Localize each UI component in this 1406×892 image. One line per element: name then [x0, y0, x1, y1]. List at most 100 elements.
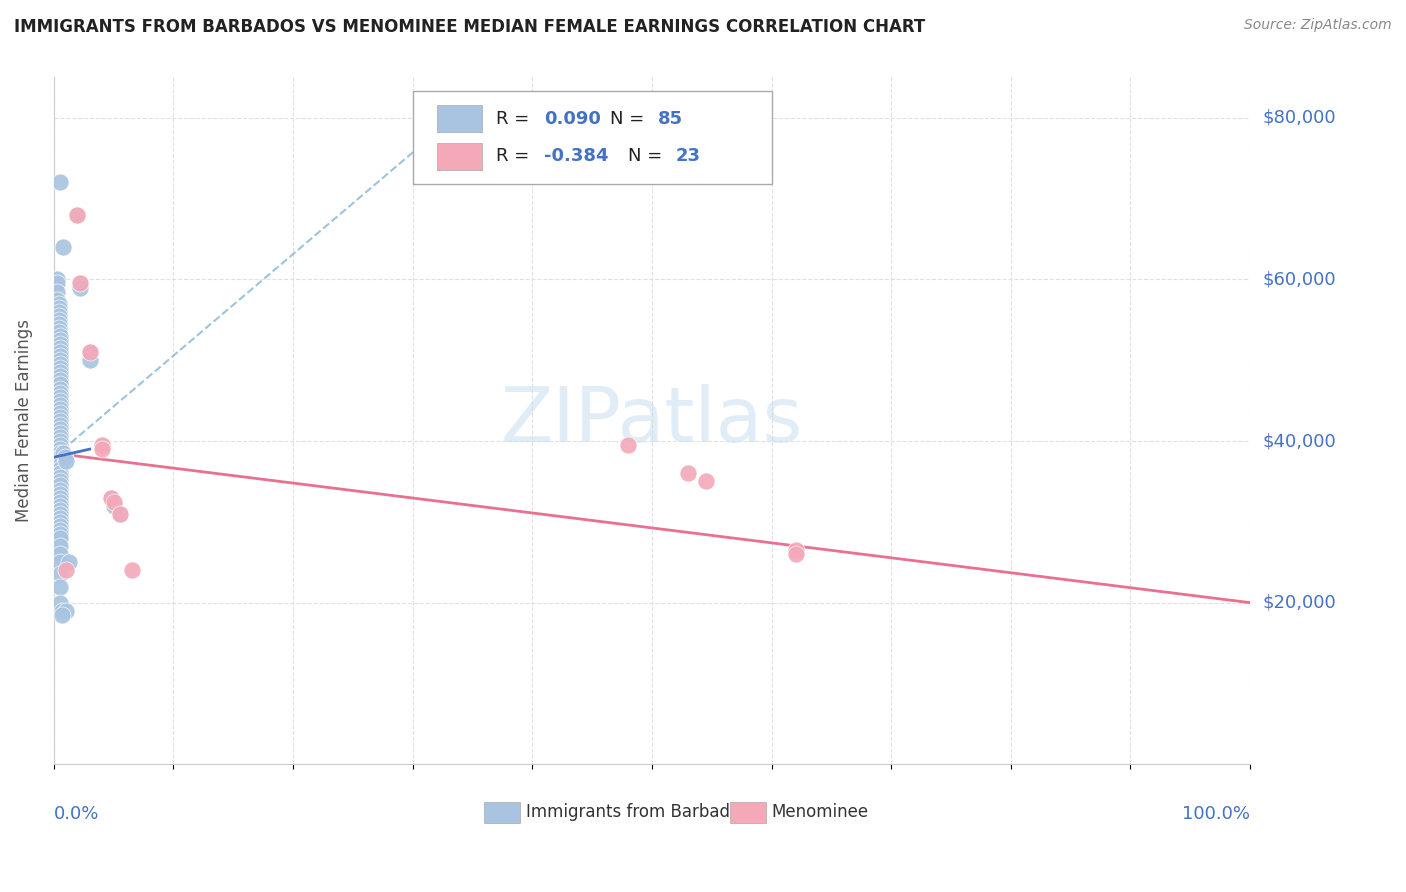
Point [49, 470, 72, 484]
Point [49, 475, 72, 489]
Text: Menominee: Menominee [772, 804, 869, 822]
Point [49, 434, 72, 448]
Point [49, 450, 72, 465]
Point [48, 325, 70, 339]
Point [49, 374, 72, 388]
Text: 85: 85 [658, 110, 683, 128]
Text: R =: R = [496, 110, 536, 128]
FancyBboxPatch shape [413, 91, 772, 184]
Point [49, 547, 72, 561]
Point [49, 398, 72, 412]
Point [695, 475, 717, 489]
Point [49, 531, 72, 545]
Point [49, 401, 72, 416]
Point [49, 478, 72, 492]
Point [49, 390, 72, 404]
Point [51, 607, 73, 622]
Text: IMMIGRANTS FROM BARBADOS VS MENOMINEE MEDIAN FEMALE EARNINGS CORRELATION CHART: IMMIGRANTS FROM BARBADOS VS MENOMINEE ME… [14, 18, 925, 36]
Point [52, 446, 75, 460]
Point [49, 349, 72, 363]
Point [46, 285, 69, 299]
Text: R =: R = [496, 147, 536, 165]
Text: $80,000: $80,000 [1263, 109, 1336, 127]
Point [49, 467, 72, 481]
Point [49, 382, 72, 396]
Point [108, 507, 131, 521]
Point [49, 353, 72, 368]
Text: N =: N = [610, 110, 650, 128]
Point [49, 527, 72, 541]
Point [49, 462, 72, 476]
Point [785, 547, 807, 561]
Point [46, 293, 69, 307]
Point [49, 414, 72, 428]
Point [49, 494, 72, 508]
Point [103, 499, 125, 513]
Y-axis label: Median Female Earnings: Median Female Earnings [15, 319, 32, 523]
Point [49, 430, 72, 444]
Point [46, 272, 69, 286]
Point [49, 393, 72, 408]
Point [49, 454, 72, 468]
Point [49, 483, 72, 497]
Point [785, 543, 807, 558]
Point [49, 486, 72, 500]
Point [69, 277, 91, 291]
Point [100, 491, 122, 505]
Point [49, 406, 72, 420]
Point [48, 309, 70, 323]
Point [79, 345, 101, 359]
FancyBboxPatch shape [730, 802, 766, 822]
Point [49, 361, 72, 376]
Point [51, 604, 73, 618]
Text: Immigrants from Barbados: Immigrants from Barbados [526, 804, 749, 822]
Point [49, 519, 72, 533]
Point [121, 563, 143, 577]
Point [48, 305, 70, 319]
Point [48, 313, 70, 327]
Point [49, 446, 72, 460]
Point [49, 333, 72, 347]
Point [49, 438, 72, 452]
FancyBboxPatch shape [437, 143, 482, 170]
Point [48, 301, 70, 315]
Point [90, 438, 112, 452]
FancyBboxPatch shape [485, 802, 520, 822]
Point [676, 467, 699, 481]
Point [49, 377, 72, 392]
Point [49, 567, 72, 582]
Point [108, 507, 131, 521]
Point [49, 409, 72, 424]
Point [49, 176, 72, 190]
Text: ZIPatlas: ZIPatlas [501, 384, 803, 458]
Point [58, 555, 80, 569]
Text: -0.384: -0.384 [544, 147, 609, 165]
Point [69, 280, 91, 294]
Point [49, 385, 72, 400]
Point [90, 442, 112, 457]
Point [90, 438, 112, 452]
Point [49, 580, 72, 594]
Point [65, 208, 87, 222]
Point [49, 523, 72, 537]
Text: 100.0%: 100.0% [1182, 805, 1250, 823]
Text: N =: N = [628, 147, 668, 165]
Point [53, 450, 76, 465]
Point [48, 321, 70, 335]
Point [49, 365, 72, 379]
Point [49, 442, 72, 457]
Point [49, 515, 72, 529]
Text: Source: ZipAtlas.com: Source: ZipAtlas.com [1244, 18, 1392, 32]
Point [49, 539, 72, 553]
Point [49, 369, 72, 384]
FancyBboxPatch shape [437, 105, 482, 132]
Text: 0.0%: 0.0% [53, 805, 100, 823]
Text: 0.090: 0.090 [544, 110, 602, 128]
Point [49, 507, 72, 521]
Point [79, 353, 101, 368]
Point [69, 277, 91, 291]
Point [49, 499, 72, 513]
Point [49, 511, 72, 525]
Point [79, 345, 101, 359]
Point [49, 329, 72, 343]
